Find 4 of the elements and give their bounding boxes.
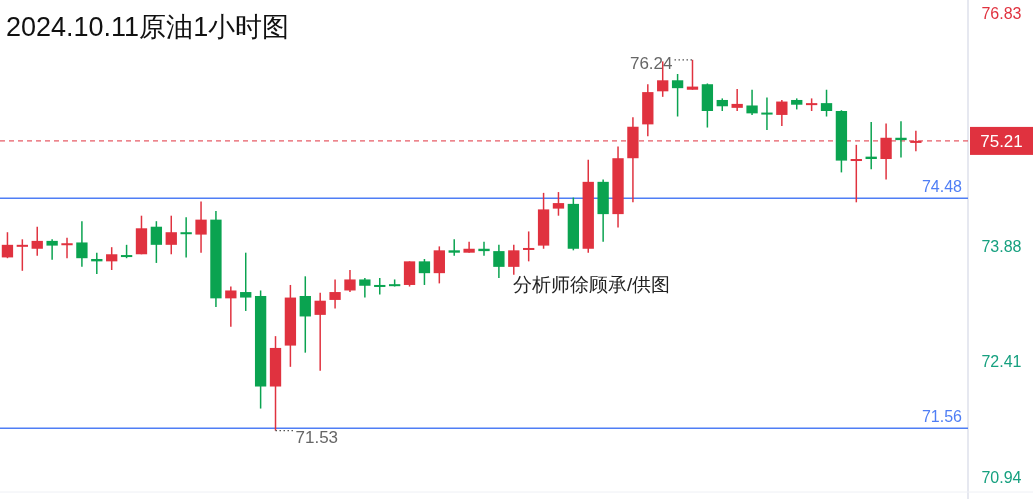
annotation: 71.53: [295, 427, 339, 447]
title: 2024.10.11原油1小时图: [6, 12, 290, 42]
annotation: 76.24: [629, 53, 673, 73]
annotation: 分析师徐顾承/供图: [513, 274, 671, 295]
